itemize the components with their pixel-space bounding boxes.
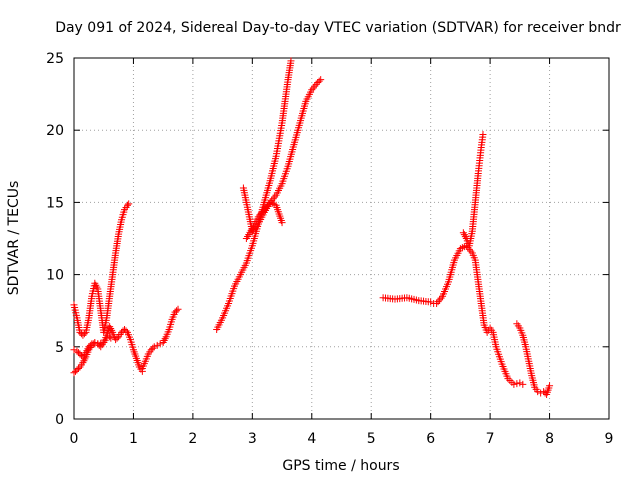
data-point	[309, 84, 317, 92]
data-point	[253, 222, 261, 230]
series-arc-3c	[513, 320, 554, 398]
data-point	[248, 227, 256, 235]
data-point	[118, 328, 126, 336]
data-point	[317, 76, 325, 84]
data-point	[73, 366, 81, 374]
data-point	[257, 209, 265, 217]
data-point	[76, 328, 84, 336]
data-point	[122, 327, 130, 335]
data-point	[269, 195, 277, 203]
y-tick-label: 5	[55, 340, 64, 356]
series-arc-1a	[70, 200, 133, 339]
data-point	[94, 340, 102, 348]
y-tick-label: 15	[46, 195, 64, 211]
data-point	[147, 346, 155, 354]
y-tick-labels: 0 5 10 15 20 25	[46, 51, 64, 428]
data-point	[250, 225, 258, 233]
y-tick-label: 25	[46, 51, 64, 67]
x-tick-label: 2	[188, 431, 197, 447]
data-point	[510, 380, 518, 388]
data-point	[91, 338, 99, 346]
data-point	[88, 341, 96, 349]
data-point	[479, 131, 487, 139]
data-point	[95, 341, 103, 349]
data-point	[513, 380, 521, 388]
data-point	[107, 334, 115, 342]
data-point	[150, 343, 158, 351]
data-point	[467, 247, 475, 255]
data-point	[271, 193, 279, 201]
y-tick-label: 10	[46, 268, 64, 284]
data-point	[125, 200, 133, 208]
data-point	[287, 57, 295, 65]
data-point	[433, 299, 441, 307]
series-arc-1d	[138, 305, 182, 372]
x-tick-label: 9	[605, 431, 614, 447]
data-point	[106, 333, 114, 341]
data-point	[79, 331, 87, 339]
y-tick-label: 20	[46, 123, 64, 139]
axis-ticks	[73, 57, 610, 420]
data-point	[76, 350, 84, 358]
plot-frame	[73, 57, 610, 420]
data-point	[77, 351, 85, 359]
data-point	[437, 294, 445, 302]
chart-title: Day 091 of 2024, Sidereal Day-to-day VTE…	[55, 20, 621, 36]
data-point	[314, 79, 322, 87]
x-axis-label: GPS time / hours	[282, 458, 399, 474]
data-point	[436, 296, 444, 304]
data-point	[121, 325, 129, 333]
x-tick-label: 6	[426, 431, 435, 447]
data-point	[70, 369, 78, 377]
series-arc-3b	[459, 131, 487, 250]
data-point	[80, 330, 88, 338]
x-tick-label: 0	[70, 431, 79, 447]
data-point	[74, 364, 82, 372]
x-tick-label: 4	[307, 431, 316, 447]
data-point	[113, 334, 121, 342]
y-tick-label: 0	[55, 412, 64, 428]
series-arc-3a	[379, 242, 527, 388]
data-point	[124, 201, 131, 209]
data-point	[534, 388, 542, 396]
series-arc-2a	[213, 57, 295, 333]
data-point	[74, 349, 82, 357]
data-point	[516, 379, 524, 387]
x-tick-label: 8	[545, 431, 554, 447]
data-point	[278, 219, 286, 227]
data-point	[112, 336, 120, 344]
data-point	[171, 308, 179, 316]
data-point	[540, 388, 548, 396]
data-point	[71, 367, 79, 375]
data-point	[311, 82, 319, 90]
data-point	[73, 347, 81, 355]
x-tick-label: 7	[486, 431, 495, 447]
data-point	[251, 224, 259, 232]
data-point	[308, 86, 316, 94]
data-point	[174, 305, 182, 313]
data-point	[519, 380, 527, 388]
data-point	[149, 344, 157, 352]
data-point	[312, 80, 320, 88]
x-tick-labels: 0 1 2 3 4 5 6 7 8 9	[70, 431, 614, 447]
data-point	[173, 307, 181, 315]
y-axis-label: SDTVAR / TECUs	[6, 181, 22, 296]
series-arc-2c	[239, 184, 286, 235]
data-point	[156, 340, 164, 348]
data-point	[153, 341, 161, 349]
x-tick-label: 1	[129, 431, 138, 447]
data-point	[427, 298, 435, 306]
data-marks	[70, 57, 554, 398]
x-tick-label: 3	[248, 431, 257, 447]
series-arc-1b	[70, 323, 146, 375]
series-arc-1c	[70, 333, 115, 377]
data-point	[434, 298, 442, 306]
data-point	[70, 346, 78, 354]
x-tick-label: 5	[367, 431, 376, 447]
data-point	[546, 382, 554, 390]
data-point	[315, 77, 323, 85]
